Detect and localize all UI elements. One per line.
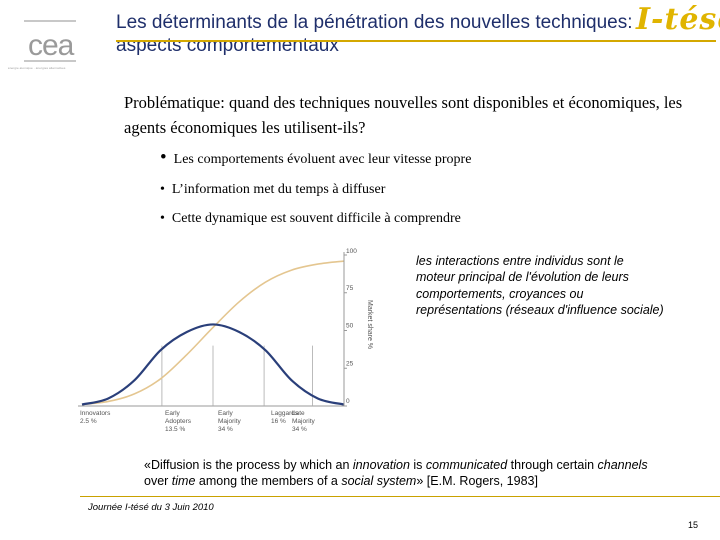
category-label: Laggards [271,410,299,417]
category-share: 34 % [218,426,233,433]
category-share: 16 % [271,418,286,425]
series-line-1 [81,323,345,406]
category-label: Early [218,410,234,417]
y-tick-label: 100 [346,248,357,255]
chart-grid [78,345,344,407]
bullet-item: • L’information met du temps à diffuser [160,182,386,197]
footer-text: Journée I-tésé du 3 Juin 2010 [88,502,214,513]
y-axis-label: Market share % [366,300,373,349]
category-share: 2.5 % [80,418,97,425]
footer-rule [80,496,720,497]
rogers-quote: «Diffusion is the process by which an in… [144,458,648,489]
brand-logo: I-tésé [636,2,720,37]
y-tick-label: 75 [346,285,354,292]
page-number: 15 [688,520,699,530]
logo-text: cea [28,29,75,62]
title-underline [116,40,716,42]
side-note: les interactions entre individus sont le… [416,254,664,318]
category-label: Late [292,410,305,417]
bullet-dot-icon: • [160,182,165,197]
y-tick-label: 0 [346,398,350,405]
chart-series [81,260,345,406]
series-line-0 [81,260,345,406]
category-share: 13.5 % [165,426,185,433]
y-tick-label: 25 [346,360,354,367]
category-label: Innovators [80,410,111,417]
category-share: 34 % [292,426,307,433]
chart-y-axis: 0 25 50 75 100 Market share % [343,248,373,407]
category-label: Majority [292,418,316,425]
logo-tagline: énergie atomique · énergies alternatives [8,66,66,70]
y-tick-label: 50 [346,323,354,330]
bullet-item: • Les comportements évoluent avec leur vi… [160,147,472,168]
category-label: Early [165,410,181,417]
bullet-dot-icon: • [160,211,165,226]
problem-statement: Problématique: quand des techniques nouv… [124,93,683,137]
category-label: Majority [218,418,242,425]
slide-title: Les déterminants de la pénétration des n… [116,12,633,56]
bullet-item: • Cette dynamique est souvent difficile à… [160,211,461,226]
cea-logo: cea [24,20,76,62]
category-label: Adopters [165,418,192,425]
bullet-dot-icon: • [160,147,167,168]
